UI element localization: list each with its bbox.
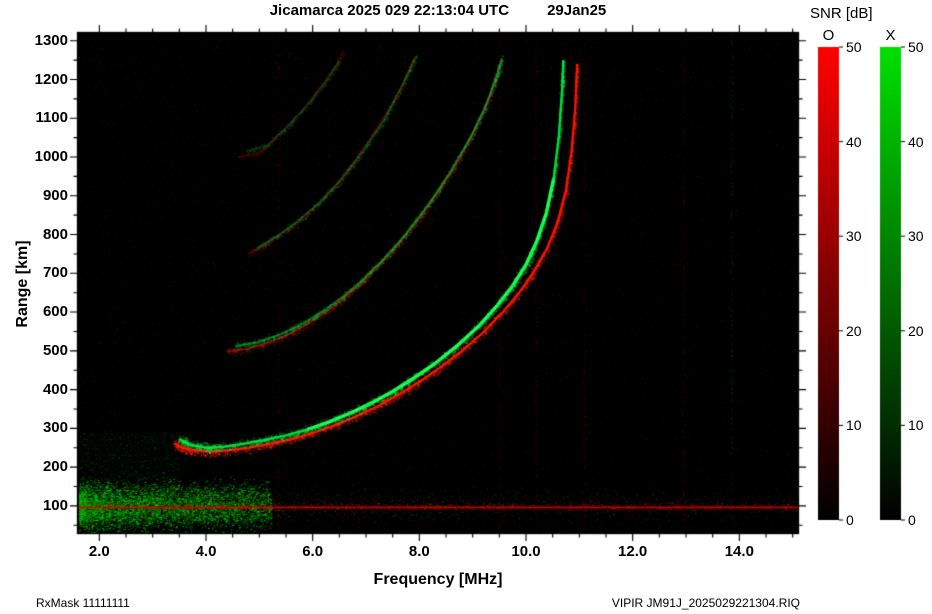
x-colorbar-tick-label: 0 — [908, 512, 916, 528]
x-colorbar-tick-label: 50 — [908, 39, 924, 55]
x-tick-label: 2.0 — [88, 543, 110, 560]
o-colorbar-tick-label: 30 — [846, 228, 862, 245]
o-colorbar-tick-label: 0 — [846, 512, 854, 528]
chart-title-date: 29Jan25 — [547, 2, 607, 19]
y-tick-label: 800 — [42, 225, 68, 243]
x-tick-label: 12.0 — [618, 543, 648, 560]
y-tick-label: 1100 — [35, 109, 68, 127]
y-tick-label: 500 — [42, 341, 68, 359]
x-colorbar-tick-label: 30 — [908, 228, 924, 245]
colorbar-x-mode-label: X — [885, 27, 896, 44]
y-tick-label: 400 — [42, 380, 68, 398]
y-tick-label: 300 — [42, 419, 68, 437]
y-tick-label: 1000 — [34, 148, 68, 166]
y-tick-label: 1300 — [34, 31, 68, 49]
footer-filename: VIPIR JM91J_2025029221304.RIQ — [611, 596, 800, 610]
y-tick-label: 600 — [42, 303, 68, 321]
y-tick-label: 200 — [42, 458, 68, 476]
chart-title-main: Jicamarca 2025 029 22:13:04 UTC — [269, 2, 510, 19]
chart-title: Jicamarca 2025 029 22:13:04 UTC 29Jan25 — [78, 2, 798, 19]
y-tick-label: 1200 — [34, 70, 68, 88]
y-tick-label: 900 — [42, 186, 68, 204]
colorbar-title: SNR [dB] — [810, 5, 873, 22]
y-tick-label: 700 — [42, 264, 68, 282]
o-colorbar-tick-label: 10 — [846, 417, 862, 434]
x-tick-label: 4.0 — [195, 543, 217, 560]
colorbar-o-mode-label: O — [822, 27, 835, 44]
x-tick-label: 8.0 — [408, 543, 430, 560]
o-colorbar-tick-label: 40 — [846, 133, 862, 150]
x-colorbar-tick-label: 10 — [908, 417, 924, 434]
o-colorbar-tick-label: 20 — [846, 322, 862, 339]
footer-rxmask: RxMask 11111111 — [36, 596, 130, 610]
y-tick-label: 100 — [42, 496, 68, 514]
x-colorbar-tick-label: 20 — [908, 322, 924, 339]
o-colorbar-tick-label: 50 — [846, 39, 862, 55]
x-axis-label: Frequency [MHz] — [373, 571, 503, 588]
x-tick-label: 6.0 — [302, 543, 324, 560]
x-colorbar-tick-label: 40 — [908, 133, 924, 150]
x-tick-label: 14.0 — [724, 543, 754, 560]
x-tick-label: 10.0 — [511, 543, 541, 560]
